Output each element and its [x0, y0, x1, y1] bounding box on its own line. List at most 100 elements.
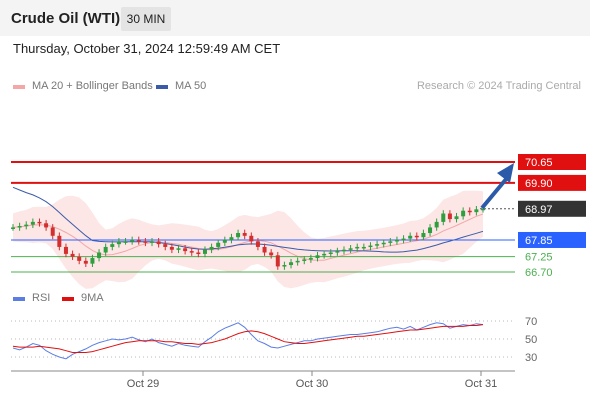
ma9-legend-swatch: [62, 297, 74, 301]
candle-body: [441, 213, 446, 222]
candle-body: [295, 260, 300, 263]
candle-body: [70, 253, 75, 257]
candle-body: [176, 248, 181, 250]
candle-body: [421, 233, 426, 238]
resistance-price-label: 70.65: [525, 157, 553, 169]
candle-body: [401, 238, 406, 241]
candle-body: [11, 227, 15, 229]
candle-body: [116, 241, 121, 245]
resistance-price-label: 69.90: [525, 178, 553, 190]
pivot-price-tag: [518, 231, 586, 248]
candle-body: [37, 221, 42, 224]
candle-body: [57, 235, 62, 247]
forecast-arrow-line: [480, 176, 509, 210]
forecast-arrow-head: [497, 163, 514, 183]
candle-body: [289, 262, 294, 266]
rsi-tick-label: 70: [525, 316, 537, 328]
candle-body: [467, 210, 472, 213]
candle-body: [77, 256, 82, 261]
candle-body: [408, 235, 413, 239]
candle-body: [454, 216, 459, 220]
rsi-legend-swatch: [13, 297, 25, 301]
candle-body: [368, 245, 373, 248]
candle-body: [308, 258, 313, 260]
candle-body: [90, 258, 95, 264]
time-tick-label: Oct 29: [127, 378, 159, 390]
candle-body: [83, 260, 88, 264]
candle-body: [196, 252, 201, 255]
candle-body: [322, 253, 327, 256]
rsi-tick-label: 50: [525, 334, 537, 346]
candle-body: [30, 221, 35, 225]
candle-body: [236, 233, 241, 238]
candle-body: [335, 251, 340, 253]
candle-body: [189, 251, 194, 253]
current-price-label: 68.97: [525, 204, 553, 216]
candle-body: [229, 237, 234, 240]
candle-body: [136, 239, 141, 242]
resistance-price-tag: [518, 154, 586, 170]
candle-body: [269, 252, 274, 256]
candle-body: [447, 213, 452, 220]
candle-body: [163, 244, 168, 247]
instrument-title: Crude Oil (WTI): [11, 10, 121, 27]
candle-body: [434, 221, 439, 228]
research-credit: Research © 2024 Trading Central: [416, 80, 581, 92]
ma50-legend-swatch: [156, 85, 168, 89]
ma20-line: [12, 213, 484, 261]
candle-body: [169, 246, 174, 250]
candle-body: [361, 246, 366, 249]
candle-body: [262, 246, 267, 253]
support-price-label: 66.70: [525, 267, 553, 279]
bollinger-legend-label: MA 20 + Bollinger Bands: [32, 80, 153, 92]
bollinger-legend-swatch: [13, 85, 25, 89]
candle-body: [388, 241, 393, 243]
candle-body: [123, 241, 128, 243]
ma9-legend-label: 9MA: [81, 292, 104, 304]
header-bar: [0, 0, 590, 36]
candle-body: [202, 249, 207, 254]
candle-body: [143, 241, 148, 243]
candle-body: [216, 242, 221, 247]
pivot-price-label: 67.85: [525, 235, 553, 247]
candle-body: [355, 246, 360, 249]
candle-body: [242, 233, 247, 236]
candle-body: [249, 235, 254, 242]
candle-body: [341, 249, 346, 252]
time-tick-label: Oct 30: [296, 378, 328, 390]
candle-body: [282, 265, 287, 267]
candle-body: [394, 239, 399, 242]
ma9-line: [12, 324, 484, 353]
candle-body: [381, 242, 386, 245]
current-price-tag: [518, 200, 586, 217]
candle-body: [183, 248, 188, 252]
time-tick-label: Oct 31: [465, 378, 497, 390]
timeframe-button[interactable]: 30 MIN: [121, 7, 171, 31]
candle-body: [222, 239, 227, 243]
candle-body: [481, 208, 485, 211]
candle-body: [97, 252, 102, 259]
timestamp-label: Thursday, October 31, 2024 12:59:49 AM C…: [13, 41, 281, 56]
candle-body: [110, 244, 115, 247]
candle-body: [156, 241, 161, 245]
candle-body: [255, 241, 260, 247]
rsi-line: [12, 322, 484, 360]
candle-body: [414, 235, 419, 238]
rsi-legend-label: RSI: [32, 292, 51, 304]
candle-body: [428, 227, 433, 234]
candle-body: [24, 224, 29, 227]
candle-body: [461, 210, 466, 217]
candle-body: [130, 239, 135, 242]
candle-body: [474, 209, 479, 213]
ma50-legend-label: MA 50: [175, 80, 207, 92]
candle-body: [50, 227, 55, 236]
candle-body: [348, 248, 353, 250]
candle-body: [150, 241, 155, 243]
candle-body: [63, 246, 68, 254]
candle-body: [328, 252, 333, 255]
candle-body: [209, 246, 214, 250]
candle-body: [302, 259, 307, 261]
resistance-price-tag: [518, 174, 586, 191]
candle-body: [17, 226, 22, 228]
